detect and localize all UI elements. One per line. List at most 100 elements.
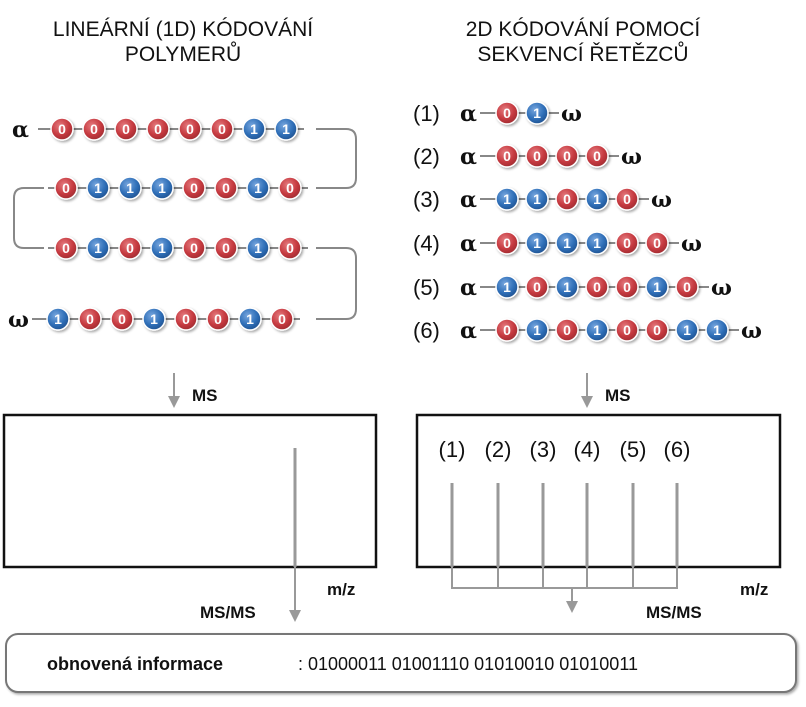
bead-one: 1 [46,307,70,331]
bead-zero: 0 [675,275,699,299]
bead-digit: 0 [623,235,631,251]
bead-zero: 0 [114,117,138,141]
bead-zero: 0 [50,117,74,141]
bead-zero: 0 [278,176,302,200]
bead-digit: 1 [563,235,571,251]
msms-bracket [451,567,678,589]
alpha-symbol: α [460,144,477,170]
bead-zero: 0 [585,144,609,168]
polymer-linker [13,187,44,249]
bead-digit: 0 [218,121,226,137]
bead-digit: 0 [503,148,511,164]
bead-one: 1 [525,231,549,255]
peak-label: (3) [530,437,557,462]
right-title-line1: 2D KÓDOVÁNÍ POMOCÍ [466,18,701,41]
bead-digit: 0 [623,322,631,338]
chain-label: (2) [413,144,440,169]
mz-label-right: m/z [740,580,768,599]
bead-digit: 0 [503,322,511,338]
omega-symbol: ω [711,275,732,301]
bead-digit: 1 [593,235,601,251]
bead-zero: 0 [585,275,609,299]
info-box [5,633,797,693]
bead-digit: 0 [683,279,691,295]
bead-zero: 0 [495,101,519,125]
bead-one: 1 [645,275,669,299]
omega-symbol: ω [8,307,29,333]
bead-digit: 1 [593,191,601,207]
bead-one: 1 [495,187,519,211]
bead-digit: 0 [503,105,511,121]
mz-label-left: m/z [327,580,355,599]
bead-one: 1 [525,318,549,342]
bead-digit: 1 [533,235,541,251]
bead-digit: 0 [278,311,286,327]
bead-zero: 0 [78,307,102,331]
ms-label-right: MS [605,386,631,405]
bead-one: 1 [705,318,729,342]
bead-zero: 0 [118,236,142,260]
chain-label: (6) [413,318,440,343]
bead-zero: 0 [54,176,78,200]
bead-one: 1 [142,307,166,331]
chain-label: (1) [413,101,440,126]
bead-digit: 1 [593,322,601,338]
bead-digit: 1 [503,279,511,295]
bead-one: 1 [525,187,549,211]
polymer-linker [316,247,357,320]
bead-one: 1 [86,236,110,260]
bead-one: 1 [150,236,174,260]
bead-digit: 0 [190,240,198,256]
bead-one: 1 [585,318,609,342]
bead-zero: 0 [555,318,579,342]
bead-zero: 0 [178,117,202,141]
alpha-symbol: α [460,101,477,127]
ms-label-left: MS [192,386,218,405]
bead-one: 1 [246,176,270,200]
bead-one: 1 [246,236,270,260]
bead-digit: 1 [254,180,262,196]
bead-zero: 0 [615,318,639,342]
bead-digit: 0 [222,240,230,256]
chain-label: (5) [413,275,440,300]
bead-zero: 0 [210,117,234,141]
bead-zero: 0 [495,144,519,168]
bead-digit: 0 [286,180,294,196]
omega-symbol: ω [741,318,762,344]
bead-digit: 1 [683,322,691,338]
spectrum-box-left [2,413,378,569]
omega-symbol: ω [561,101,582,127]
bead-digit: 0 [563,191,571,207]
bead-digit: 0 [222,180,230,196]
bead-one: 1 [274,117,298,141]
bead-digit: 1 [282,121,290,137]
bead-digit: 0 [62,240,70,256]
bead-one: 1 [86,176,110,200]
bead-digit: 0 [503,235,511,251]
bead-zero: 0 [525,144,549,168]
bead-digit: 0 [122,121,130,137]
bead-digit: 1 [126,180,134,196]
right-title-line2: SEKVENCÍ ŘETĚZCŮ [477,42,688,66]
bead-one: 1 [495,275,519,299]
bead-digit: 1 [246,311,254,327]
bead-zero: 0 [525,275,549,299]
bead-digit: 0 [86,311,94,327]
bead-digit: 0 [186,121,194,137]
chain-label: (3) [413,187,440,212]
bead-one: 1 [555,275,579,299]
bead-zero: 0 [110,307,134,331]
bead-digit: 1 [503,191,511,207]
bead-digit: 1 [653,279,661,295]
bead-zero: 0 [146,117,170,141]
bead-zero: 0 [615,187,639,211]
chain-label: (4) [413,231,440,256]
peak-label: (4) [574,437,601,462]
bead-one: 1 [675,318,699,342]
bead-zero: 0 [555,187,579,211]
bead-zero: 0 [174,307,198,331]
omega-symbol: ω [621,144,642,170]
msms-arrowhead-left [289,610,301,622]
bead-digit: 0 [563,322,571,338]
bead-digit: 1 [94,240,102,256]
